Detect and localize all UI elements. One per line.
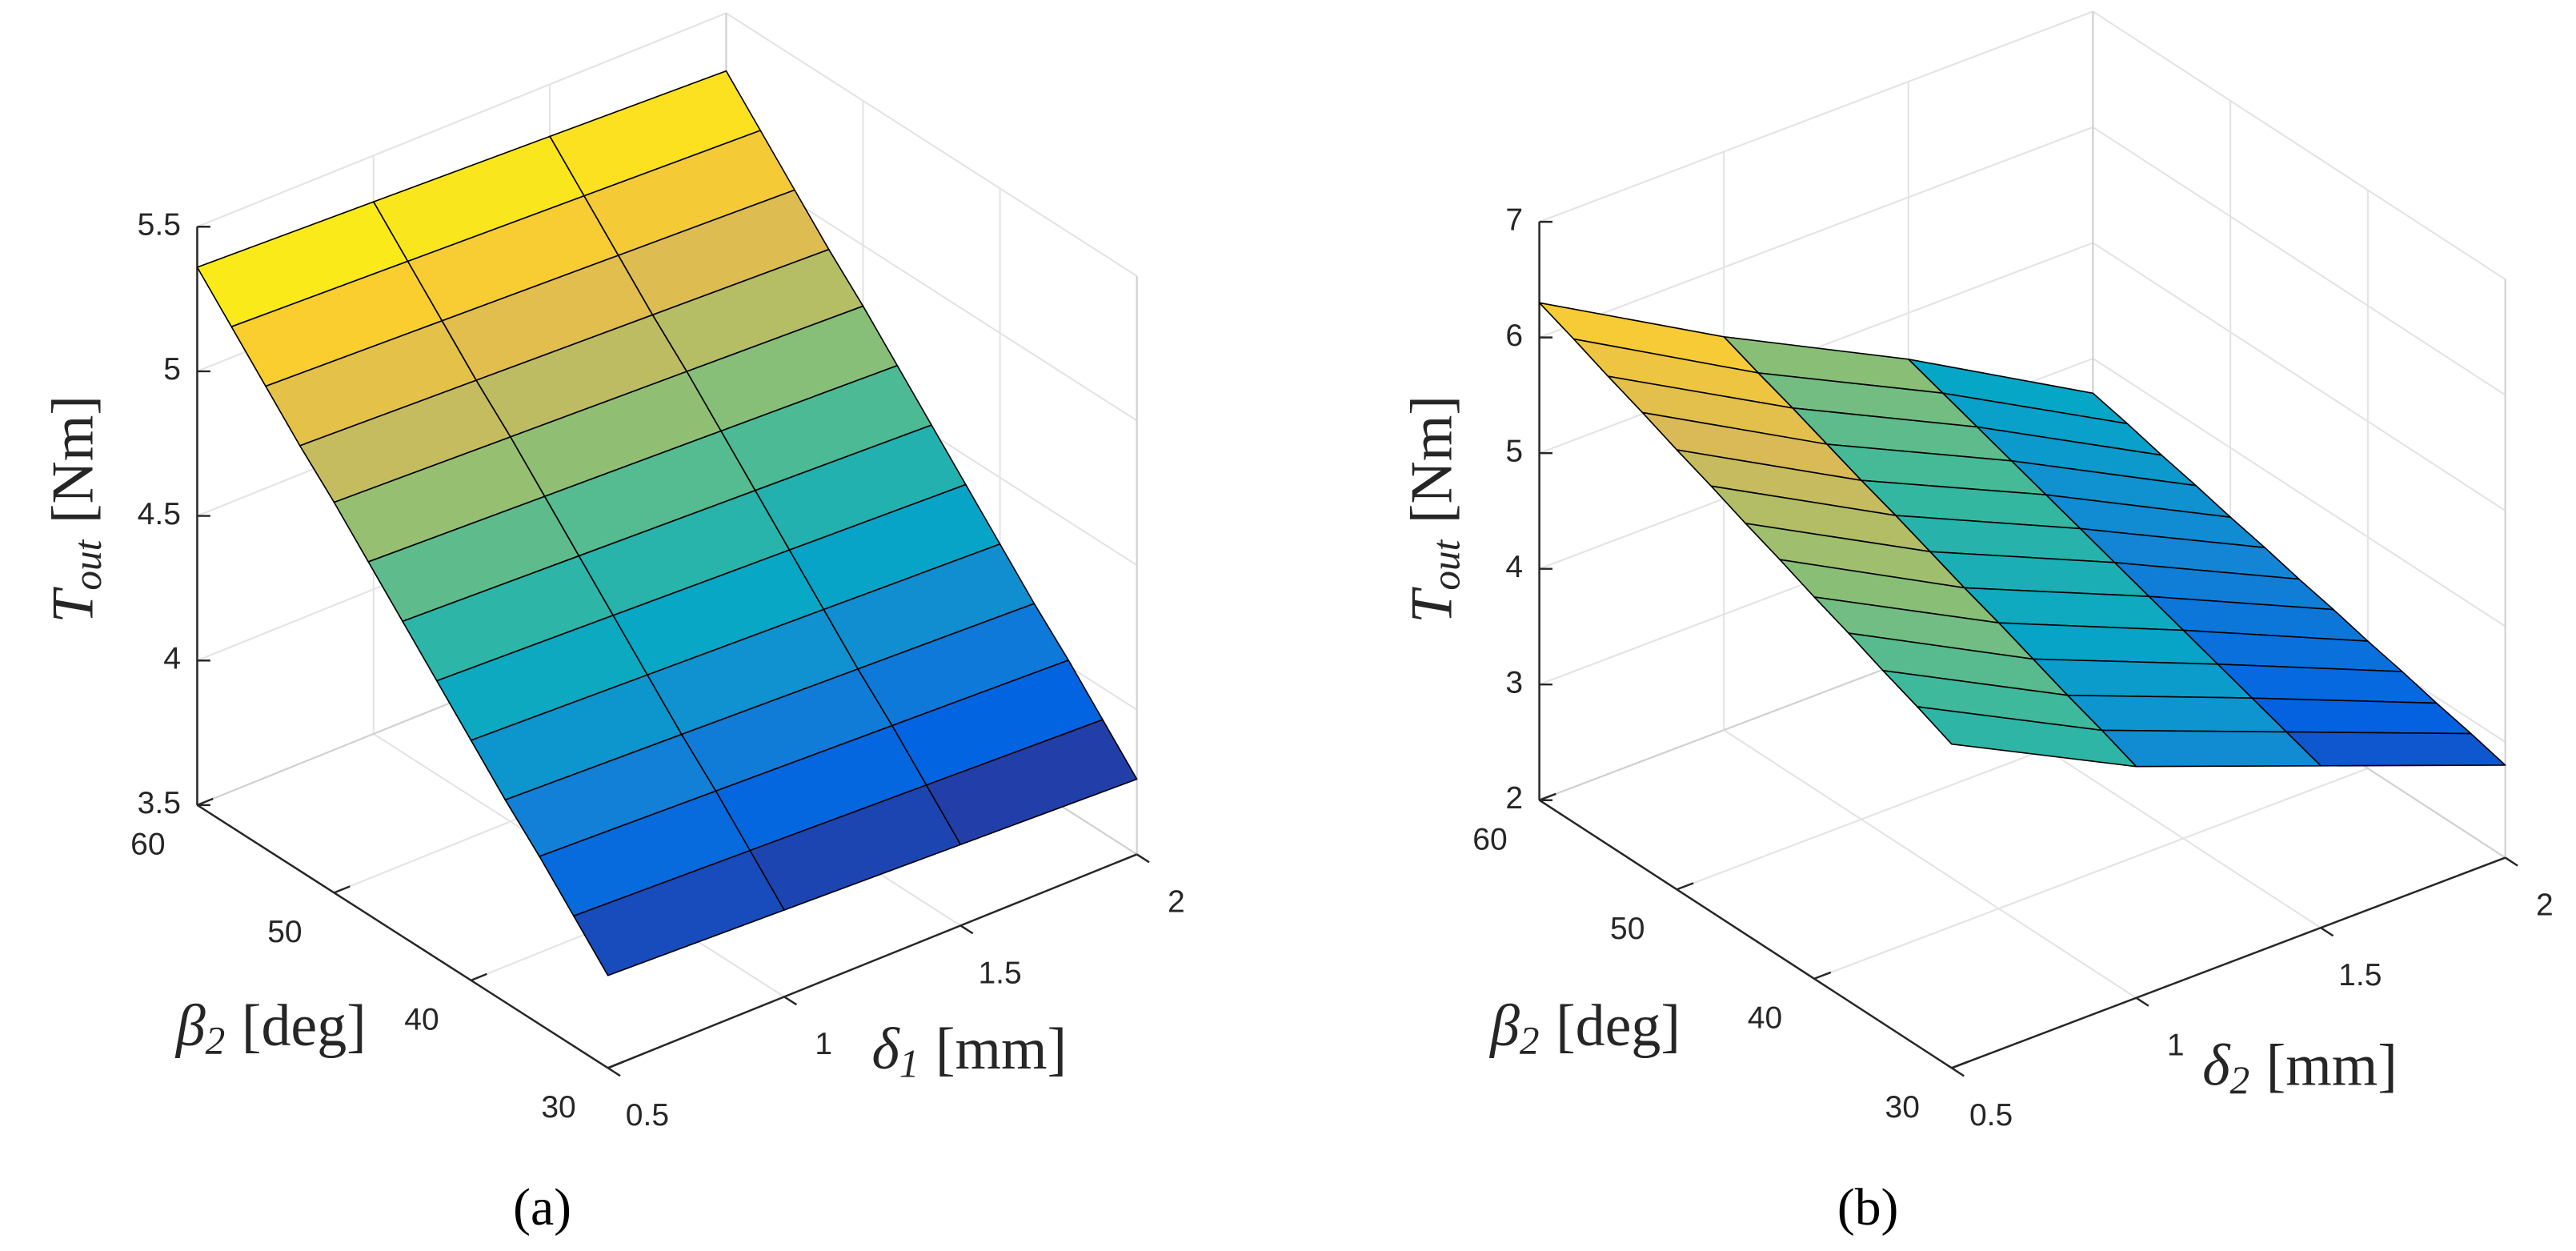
subscript: 1	[899, 1042, 919, 1086]
z-axis-label: Tout [Nm]	[1398, 395, 1468, 623]
y-tick	[1539, 792, 1556, 801]
surface-patch	[2032, 658, 2253, 699]
z-axis-label: Tout [Nm]	[40, 395, 110, 623]
unit: [Nm]	[40, 395, 106, 523]
subscript: out	[1424, 539, 1468, 590]
z-tick-label: 7	[1505, 202, 1523, 237]
y-tick-label: 40	[404, 1002, 439, 1036]
surface-patch	[2286, 731, 2506, 767]
y-tick	[334, 885, 351, 894]
z-tick-label: 6	[1505, 319, 1523, 353]
z-tick-label: 5.5	[138, 208, 181, 243]
x-tick-label: 0.5	[1969, 1098, 2013, 1133]
y-tick	[196, 797, 214, 807]
x-tick-label: 2	[1168, 884, 1185, 919]
y-tick-label: 40	[1748, 1000, 1782, 1035]
x-tick-label: 2	[2536, 888, 2554, 922]
symbol: β	[174, 992, 206, 1058]
z-tick-label: 4.5	[138, 497, 181, 531]
x-axis-label: δ1 [mm]	[871, 1016, 1067, 1086]
symbol: T	[1398, 587, 1464, 623]
surface-patch	[2251, 697, 2472, 735]
y-axis-label: β2 [deg]	[174, 992, 367, 1063]
grid-line	[1539, 126, 2093, 339]
z-tick-label: 4	[1505, 550, 1523, 584]
grid-line	[2092, 358, 2506, 628]
y-tick	[607, 1061, 624, 1069]
z-tick-label: 5	[163, 352, 181, 387]
x-tick-label: 1	[815, 1027, 832, 1061]
surface-patch	[1917, 706, 2137, 768]
x-tick-label: 1.5	[978, 956, 1021, 990]
symbol: T	[40, 587, 106, 623]
y-tick-label: 50	[267, 915, 302, 949]
x-tick-label: 0.5	[626, 1098, 669, 1133]
x-tick	[959, 924, 974, 935]
y-tick	[471, 972, 487, 981]
panel-label: (a)	[513, 1178, 571, 1237]
unit: [mm]	[935, 1016, 1067, 1081]
unit: [Nm]	[1398, 395, 1464, 523]
z-tick-label: 2	[1505, 781, 1523, 816]
x-tick	[2135, 996, 2149, 1007]
z-tick-label: 5	[1505, 434, 1523, 468]
x-axis	[607, 853, 1138, 1069]
y-tick	[1951, 1061, 1969, 1069]
grid-line	[2092, 10, 2506, 280]
panel-label: (b)	[1837, 1178, 1899, 1237]
grid-line	[1813, 768, 2369, 980]
grid-line	[1723, 729, 2137, 999]
grid-line	[197, 12, 727, 228]
surface-patch	[2066, 694, 2287, 733]
y-tick-label: 30	[1885, 1090, 1920, 1125]
z-tick-label: 3	[1505, 665, 1523, 700]
y-axis-label: β2 [deg]	[1488, 992, 1681, 1063]
x-tick-label: 1.5	[2338, 958, 2382, 992]
subscript: out	[66, 539, 110, 590]
symbol: δ	[871, 1016, 900, 1081]
x-tick	[2504, 856, 2518, 867]
grid-line	[2092, 126, 2506, 396]
symbol: δ	[2202, 1032, 2231, 1097]
unit: [deg]	[1556, 992, 1681, 1058]
y-tick-label: 60	[130, 827, 165, 861]
grid-line	[2092, 242, 2506, 511]
grid-line	[1539, 10, 2093, 223]
surface-patch	[573, 849, 785, 976]
x-tick	[1136, 853, 1150, 864]
x-axis	[1951, 856, 2506, 1069]
y-tick	[1813, 971, 1832, 980]
x-axis-label: δ2 [mm]	[2202, 1032, 2398, 1102]
x-tick	[607, 1067, 621, 1077]
x-tick-label: 1	[2167, 1028, 2185, 1063]
y-axis	[196, 804, 609, 1069]
z-tick-label: 3.5	[138, 786, 181, 820]
unit: [mm]	[2266, 1032, 2398, 1097]
y-tick-label: 60	[1472, 822, 1507, 856]
x-tick	[2320, 927, 2334, 937]
x-tick	[1951, 1067, 1965, 1077]
surface-patch	[2101, 729, 2322, 768]
y-axis	[1538, 799, 1953, 1069]
grid-line	[725, 12, 1138, 277]
subscript: 2	[206, 1019, 226, 1063]
subscript: 2	[2230, 1058, 2250, 1102]
z-tick-label: 4	[163, 642, 181, 676]
x-tick	[783, 996, 798, 1006]
y-tick-label: 30	[541, 1090, 575, 1125]
symbol: β	[1488, 992, 1520, 1058]
y-tick-label: 50	[1610, 912, 1645, 946]
y-tick	[1676, 882, 1694, 891]
subscript: 2	[1520, 1019, 1540, 1063]
unit: [deg]	[242, 992, 367, 1058]
